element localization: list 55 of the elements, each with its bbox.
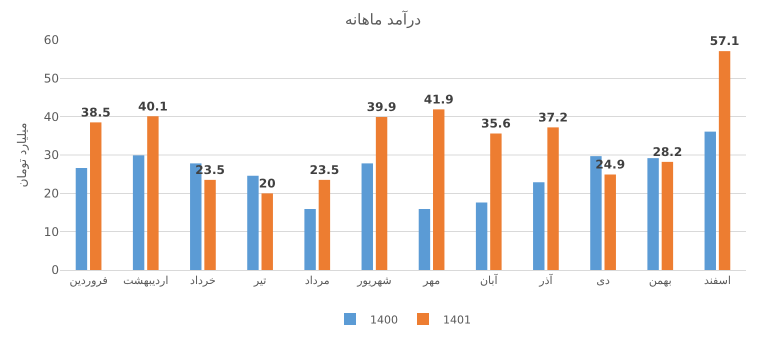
bar <box>90 122 102 270</box>
bar <box>476 202 488 270</box>
bar <box>376 117 388 270</box>
x-tick-label: مرداد <box>304 274 330 288</box>
bar <box>418 209 430 270</box>
bar <box>433 109 444 270</box>
x-tick-label: اسفند <box>704 274 731 288</box>
bar <box>362 163 373 270</box>
y-tick-label: 0 <box>51 263 59 278</box>
bar <box>704 132 716 270</box>
data-label: 57.1 <box>710 34 740 48</box>
bar <box>547 127 559 270</box>
bar <box>204 180 216 270</box>
data-label: 39.9 <box>366 100 396 114</box>
chart-title: درآمد ماهانه <box>344 9 422 28</box>
y-axis-title: میلیارد تومان <box>15 122 29 188</box>
x-tick-label: مهر <box>422 274 440 288</box>
x-tick-label: خرداد <box>190 274 216 288</box>
x-tick-label: دی <box>596 274 610 288</box>
x-tick-label: تیر <box>252 274 266 288</box>
x-tick-label: شهریور <box>356 274 392 288</box>
y-tick-label: 60 <box>44 33 59 48</box>
y-tick-label: 20 <box>44 186 59 201</box>
bar <box>262 193 273 270</box>
x-tick-label: اردیبهشت <box>123 274 168 288</box>
bar <box>147 116 159 270</box>
data-label: 20 <box>258 176 276 190</box>
data-label: 23.5 <box>310 162 340 177</box>
bar <box>533 182 544 270</box>
bar <box>76 168 88 270</box>
y-tick-label: 30 <box>44 148 59 162</box>
bar <box>490 134 502 270</box>
data-label: 40.1 <box>138 99 168 114</box>
legend-label: 1401 <box>443 313 471 326</box>
bar <box>132 155 144 270</box>
x-tick-label: آبان <box>480 273 498 288</box>
bar <box>604 174 616 270</box>
y-tick-label: 10 <box>44 224 59 239</box>
bar <box>662 162 674 270</box>
x-tick-label: بهمن <box>648 274 672 288</box>
bar <box>304 209 316 270</box>
bar <box>247 176 259 270</box>
data-label: 41.9 <box>424 92 454 106</box>
y-tick-label: 40 <box>44 110 59 124</box>
data-label: 37.2 <box>538 110 568 124</box>
data-label: 28.2 <box>652 144 682 159</box>
bar <box>718 51 730 270</box>
bar <box>647 158 659 270</box>
data-label: 35.6 <box>481 116 511 131</box>
y-tick-label: 50 <box>44 72 59 86</box>
legend-label: 1400 <box>370 313 398 326</box>
x-tick-label: فروردین <box>69 274 108 288</box>
data-label: 38.5 <box>80 105 111 120</box>
x-tick-label: آذر <box>538 273 554 288</box>
bar <box>318 180 330 270</box>
